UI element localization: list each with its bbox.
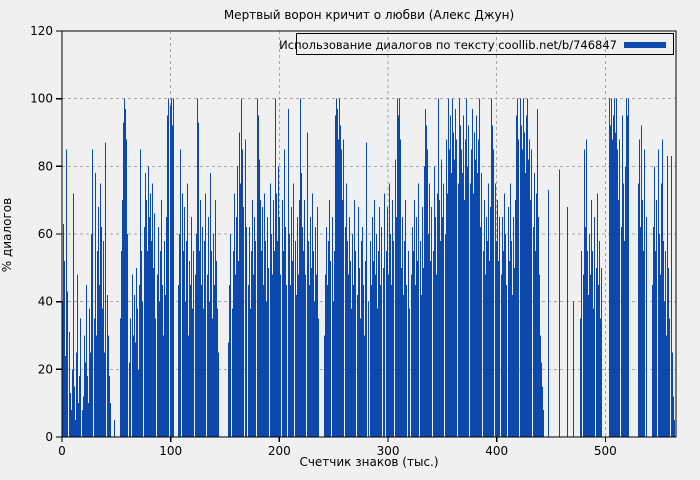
- y-axis-label: % диалогов: [0, 197, 14, 273]
- y-tick-label: 60: [38, 227, 53, 241]
- x-tick-label: 500: [594, 444, 617, 458]
- x-tick-label: 0: [58, 444, 66, 458]
- x-tick-label: 400: [485, 444, 508, 458]
- y-tick-label: 80: [38, 159, 53, 173]
- x-axis-label: Счетчик знаков (тыс.): [299, 455, 439, 469]
- y-tick-label: 0: [45, 430, 53, 444]
- x-tick-label: 300: [377, 444, 400, 458]
- y-tick-label: 40: [38, 295, 53, 309]
- legend-line-sample: [624, 42, 666, 48]
- x-tick-label: 200: [268, 444, 291, 458]
- y-tick-label: 120: [30, 24, 53, 38]
- y-tick-label: 20: [38, 362, 53, 376]
- y-tick-label: 100: [30, 92, 53, 106]
- x-tick-label: 100: [159, 444, 182, 458]
- legend: Использование диалогов по тексту coollib…: [279, 33, 674, 55]
- legend-label: Использование диалогов по тексту coollib…: [279, 38, 617, 52]
- chart-title: Мертвый ворон кричит о любви (Алекс Джун…: [223, 8, 515, 22]
